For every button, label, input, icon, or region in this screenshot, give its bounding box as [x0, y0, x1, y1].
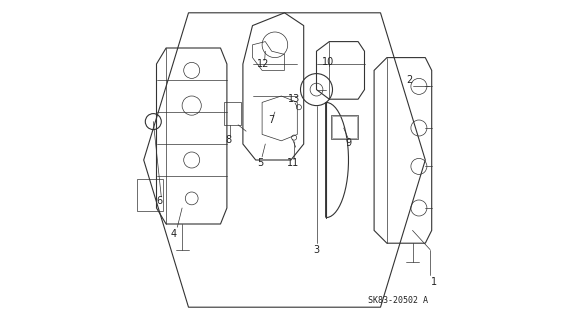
Text: 10: 10: [321, 57, 334, 68]
Text: 7: 7: [269, 115, 275, 125]
Text: 4: 4: [171, 228, 177, 239]
Text: 8: 8: [225, 135, 232, 145]
Text: 13: 13: [288, 94, 300, 104]
Text: 6: 6: [156, 196, 163, 206]
Text: 2: 2: [406, 75, 413, 85]
Text: 1: 1: [431, 276, 437, 287]
Text: 5: 5: [257, 158, 263, 168]
Text: 12: 12: [257, 59, 269, 69]
Text: 9: 9: [345, 138, 352, 148]
Text: 3: 3: [314, 244, 320, 255]
Text: SK83-20502 A: SK83-20502 A: [368, 296, 428, 305]
Text: 11: 11: [287, 158, 299, 168]
